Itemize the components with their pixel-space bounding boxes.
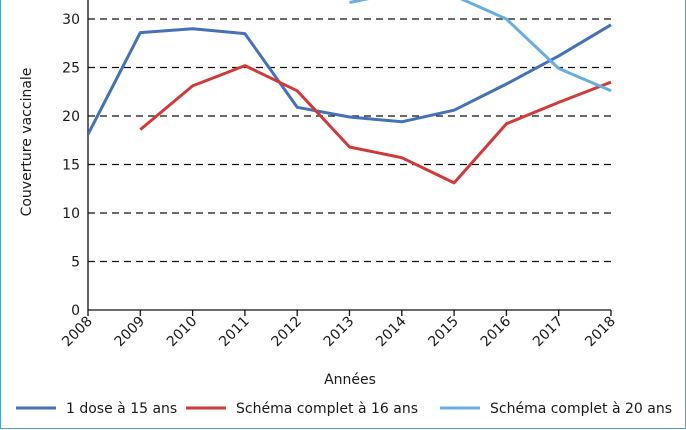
gridlines	[88, 18, 611, 263]
legend-label: Schéma complet à 16 ans	[236, 401, 418, 417]
series-line-1	[88, 23, 612, 136]
y-tick-label: 20	[62, 109, 80, 125]
y-tick-label: 5	[71, 255, 80, 271]
x-tick-label: 2009	[112, 314, 149, 351]
y-axis-title: Couverture vaccinale	[19, 68, 35, 217]
x-tick-label: 2017	[530, 314, 567, 351]
x-tick-labels: 2008 2009 2010 2011 2012 2013 2014 2015 2016 2017…	[59, 310, 619, 350]
series-line-3	[349, 0, 612, 93]
x-tick-label: 2015	[425, 314, 462, 351]
x-tick-label: 2016	[478, 313, 515, 350]
legend-label: 1 dose à 15 ans	[66, 401, 177, 417]
y-tick-label: 25	[62, 61, 80, 77]
x-tick-label: 2010	[164, 314, 201, 351]
y-tick-label: 15	[62, 158, 80, 174]
x-tick-label: 2011	[216, 314, 253, 351]
x-tick-label: 2018	[582, 314, 619, 351]
x-tick-label: 2013	[321, 314, 358, 351]
y-tick-label: 30	[62, 12, 80, 28]
legend-label: Schéma complet à 20 ans	[490, 401, 672, 417]
x-tick-label: 2012	[269, 314, 306, 351]
series-line-2	[139, 64, 612, 185]
y-tick-label: 10	[62, 206, 80, 222]
axes	[87, 0, 611, 311]
y-tick-label: 0	[71, 303, 80, 319]
x-axis-title: Années	[324, 372, 376, 388]
x-tick-label: 2014	[373, 313, 410, 350]
y-tick-labels: 0 5 10 15 20 25 30	[62, 12, 80, 319]
series-lines	[88, 0, 612, 185]
legend: 1 dose à 15 ans Schéma complet à 16 ans Sc…	[16, 401, 672, 417]
